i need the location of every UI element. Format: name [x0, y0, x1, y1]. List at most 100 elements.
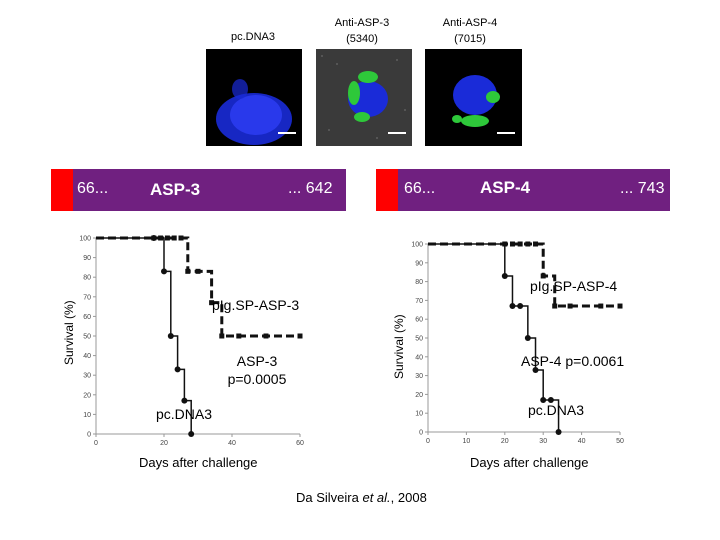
chart2-ytick-label: 80 — [415, 279, 423, 286]
chart1-xtick-label: 20 — [160, 440, 168, 447]
chart2-ytick-label: 100 — [411, 242, 423, 249]
survival-chart-asp3: 0 10 20 30 40 50 60 70 80 90 100 0 20 40 60 — [79, 235, 304, 447]
chart2-point-pig — [533, 241, 539, 247]
chart1-series-pig-line — [96, 236, 300, 338]
citation-suffix: , 2008 — [390, 490, 427, 505]
chart2-xtick-label: 40 — [578, 438, 586, 445]
chart2-point-pcdna3 — [547, 397, 554, 404]
chart2-xtick-label: 30 — [539, 438, 547, 445]
chart2-ylabel: Survival (%) — [392, 314, 406, 379]
chart2-point-pig — [567, 303, 573, 309]
chart1-point-pig — [219, 333, 225, 339]
chart1-point-pcdna3 — [150, 235, 157, 241]
bar-right-end: ... 743 — [620, 180, 665, 197]
bar-left-label: ASP-3 — [150, 180, 201, 199]
chart2-label-pcdna3: pc.DNA3 — [528, 402, 585, 418]
citation-etal: et al. — [362, 490, 391, 505]
chart1-ytick-label: 90 — [83, 255, 91, 262]
chart1-point-pcdna3 — [161, 268, 167, 275]
bar-right-label: ASP-4 — [480, 178, 531, 197]
micrograph-pcdna3 — [206, 49, 302, 146]
chart1-ytick-label: 60 — [83, 314, 91, 321]
chart2-series-pig-line — [428, 242, 620, 308]
chart1-ytick-label: 20 — [83, 392, 91, 399]
chart2-ytick-label: 20 — [415, 392, 423, 399]
chart1-point-pig — [236, 333, 242, 339]
panel-asp3-subtitle: (5340) — [346, 33, 378, 45]
chart1-label-pig: pIg.SP-ASP-3 — [212, 297, 300, 313]
chart1-point-pig — [171, 235, 177, 241]
chart1-xtick-label: 60 — [296, 440, 304, 447]
chart2-point-pig — [540, 273, 546, 279]
chart2-xtick-label: 10 — [463, 438, 471, 445]
chart2-xtick-label: 50 — [616, 438, 624, 445]
chart2-point-pig — [598, 303, 604, 309]
bar-right-red-segment — [376, 169, 398, 211]
bar-right-purple-segment — [398, 169, 670, 211]
chart1-ytick-label: 50 — [83, 334, 91, 341]
chart2-point-pcdna3 — [524, 335, 531, 341]
chart2-point-pig — [617, 303, 623, 309]
survival-chart-asp4: 0 10 20 30 40 50 60 70 80 90 100 0 10 20 30 40 50 — [411, 241, 624, 445]
chart1-label-pvalue: ASP-3 p=0.0005 — [227, 353, 287, 387]
chart2-ytick-label: 90 — [415, 260, 423, 267]
panel-asp3-title: Anti-ASP-3 — [334, 17, 390, 29]
chart1-point-pcdna3 — [174, 366, 181, 373]
chart1-point-pig — [209, 300, 215, 306]
panel-asp4-title: Anti-ASP-4 — [442, 17, 498, 29]
chart2-point-pig — [509, 241, 515, 247]
chart1-point-pcdna3 — [188, 431, 195, 437]
chart2-point-pcdna3 — [517, 303, 524, 310]
chart1-ytick-label: 30 — [83, 373, 91, 380]
bar-left-end: ... 642 — [288, 180, 333, 197]
chart2-point-pcdna3 — [501, 272, 508, 279]
chart2-point-pcdna3 — [540, 397, 547, 404]
citation: Da Silveira et al., 2008 — [296, 490, 427, 505]
chart1-point-pig — [263, 333, 269, 339]
chart1-ytick-label: 80 — [83, 275, 91, 282]
micrograph-asp3 — [316, 49, 412, 146]
chart2-ytick-label: 30 — [415, 373, 423, 380]
chart1-ytick-label: 10 — [83, 412, 91, 419]
chart2-point-pcdna3 — [509, 303, 516, 310]
chart2-ytick-label: 40 — [415, 354, 423, 361]
panel-asp4-subtitle: (7015) — [454, 33, 486, 45]
chart2-ytick-label: 10 — [415, 411, 423, 418]
chart1-point-pig — [178, 235, 184, 241]
chart2-xtick-label: 20 — [501, 438, 509, 445]
chart2-xtick-label: 0 — [426, 438, 430, 445]
chart1-point-pig — [297, 333, 303, 339]
chart1-xtick-label: 40 — [228, 440, 236, 447]
chart1-xlabel: Days after challenge — [139, 455, 258, 470]
chart2-point-pig — [517, 241, 523, 247]
bar-left-red-segment — [51, 169, 73, 211]
chart1-ytick-label: 0 — [87, 432, 91, 439]
chart1-point-pcdna3 — [181, 397, 188, 404]
chart2-point-pig — [552, 303, 558, 309]
chart2-ytick-label: 0 — [419, 430, 423, 437]
bar-left-purple-segment — [73, 169, 346, 211]
bar-left-start: 66... — [77, 180, 109, 197]
chart1-ytick-label: 100 — [79, 236, 91, 243]
chart1-series-pcdna3-line — [96, 237, 192, 434]
panel-pc-title: pc.DNA3 — [230, 31, 276, 43]
chart2-xlabel: Days after challenge — [470, 455, 589, 470]
chart2-ytick-label: 50 — [415, 336, 423, 343]
chart2-ytick-label: 70 — [415, 298, 423, 305]
chart1-ytick-label: 40 — [83, 353, 91, 360]
chart1-point-pcdna3 — [167, 333, 174, 339]
chart2-label-pig: pIg.SP-ASP-4 — [530, 278, 618, 294]
chart1-point-pig — [185, 268, 191, 274]
chart2-point-pig — [525, 241, 531, 247]
chart1-ylabel: Survival (%) — [62, 300, 76, 365]
chart1-label-pcdna3: pc.DNA3 — [156, 406, 213, 422]
chart2-label-pvalue: ASP-4 p=0.0061 — [521, 353, 625, 369]
chart2-point-pcdna3 — [555, 429, 562, 435]
chart1-point-pig — [164, 235, 170, 241]
micrograph-asp4 — [425, 49, 522, 146]
chart1-point-pig — [195, 268, 201, 274]
chart1-ytick-label: 70 — [83, 294, 91, 301]
chart1-xtick-label: 0 — [94, 440, 98, 447]
bar-right-start: 66... — [404, 180, 436, 197]
chart2-point-pcdna3 — [532, 366, 539, 373]
